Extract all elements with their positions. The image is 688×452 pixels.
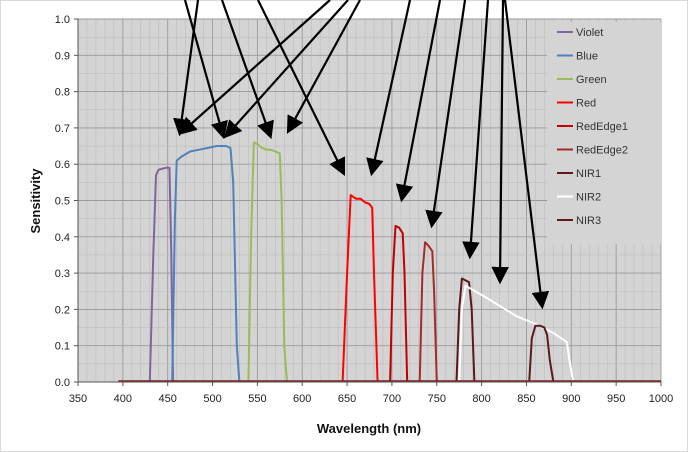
y-tick-label: 0.3 — [55, 268, 70, 280]
legend-label-rededge2: RedEdge2 — [576, 145, 628, 157]
annotation-arrow — [224, 0, 349, 139]
annotation-arrow — [183, 0, 228, 140]
x-tick-label: 1000 — [649, 393, 673, 405]
legend: Violet Blue Green Red RedEdge1 RedEdge2 NIR1 NI… — [547, 22, 661, 244]
annotation-arrow — [173, 0, 200, 137]
legend-label-violet: Violet — [576, 27, 603, 39]
series-line-nir3 — [528, 324, 555, 383]
x-tick-label: 900 — [562, 393, 580, 405]
series-layer — [118, 141, 661, 383]
series-line-nir2 — [458, 284, 575, 383]
x-tick-label: 550 — [248, 393, 266, 405]
annotation-arrows — [173, 0, 550, 310]
x-tick-label: 450 — [159, 393, 177, 405]
annotation-arrow — [425, 0, 467, 229]
legend-label-nir2: NIR2 — [576, 192, 601, 204]
y-tick-label: 0.5 — [55, 196, 70, 208]
legend-label-red: Red — [576, 98, 596, 110]
x-tick-label: 600 — [293, 393, 311, 405]
y-tick-label: 0.8 — [55, 87, 70, 99]
x-tick-label: 750 — [428, 393, 446, 405]
y-tick-label: 1.0 — [55, 14, 70, 26]
annotation-arrow — [503, 0, 550, 310]
x-tick-label: 850 — [517, 393, 535, 405]
series-line-green — [247, 141, 288, 383]
legend-label-green: Green — [576, 74, 607, 86]
y-tick-label: 0.4 — [55, 232, 70, 244]
y-tick-label: 0.7 — [55, 123, 70, 135]
legend-label-nir3: NIR3 — [576, 215, 601, 227]
y-tick-label: 0.1 — [55, 341, 70, 353]
annotation-arrow — [491, 0, 509, 285]
series-line-red — [341, 194, 379, 383]
annotation-arrow — [366, 0, 412, 177]
annotation-arrow — [286, 0, 361, 134]
legend-label-nir1: NIR1 — [576, 168, 601, 180]
y-axis-title: Sensitivity — [28, 168, 43, 234]
x-axis-ticks: 350 400 450 500 550 600 650 700 750 800 850 900 950 1… — [69, 382, 673, 405]
x-tick-label: 650 — [338, 393, 356, 405]
legend-label-rededge1: RedEdge1 — [576, 121, 628, 133]
y-tick-label: 0.6 — [55, 159, 70, 171]
annotation-arrow — [395, 0, 442, 203]
legend-box — [547, 22, 661, 244]
x-tick-label: 800 — [472, 393, 490, 405]
x-tick-label: 700 — [383, 393, 401, 405]
annotation-arrow — [178, 0, 331, 135]
series-line-violet — [148, 166, 175, 383]
series-line-rededge1 — [389, 224, 409, 383]
y-axis-ticks: 0.0 0.1 0.2 0.3 0.4 0.5 0.6 0.7 0.8 0.9 1.0 — [55, 14, 78, 389]
annotation-arrow — [462, 0, 490, 260]
y-tick-label: 0.9 — [55, 50, 70, 62]
series-line-rededge2 — [418, 241, 438, 383]
x-tick-label: 400 — [114, 393, 132, 405]
x-tick-label: 500 — [203, 393, 221, 405]
x-axis-title: Wavelength (nm) — [317, 421, 421, 436]
x-tick-label: 950 — [607, 393, 625, 405]
y-tick-label: 0.2 — [55, 304, 70, 316]
annotation-arrow — [257, 0, 346, 176]
annotation-arrow — [220, 0, 274, 140]
series-line-blue — [171, 145, 241, 383]
legend-label-blue: Blue — [576, 51, 598, 63]
series-line-nir1 — [455, 277, 476, 383]
y-tick-label: 0.0 — [55, 377, 70, 389]
x-tick-label: 350 — [69, 393, 87, 405]
